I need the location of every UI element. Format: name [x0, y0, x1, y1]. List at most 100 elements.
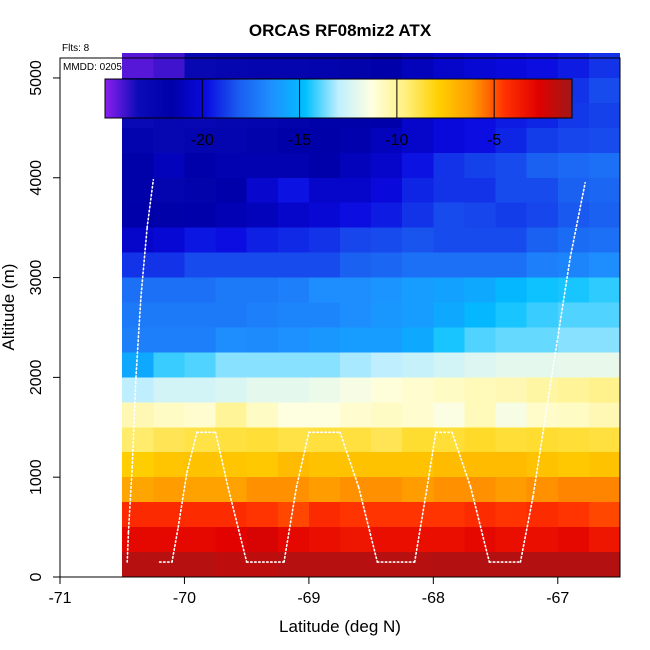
- heatmap-cell: [153, 477, 185, 503]
- heatmap-cell: [308, 552, 340, 577]
- heatmap-cell: [246, 177, 278, 203]
- heatmap-cell: [588, 427, 620, 453]
- chart-title: ORCAS RF08miz2 ATX: [249, 21, 432, 40]
- flight-track-segment: [295, 431, 310, 488]
- heatmap-cell: [277, 402, 309, 428]
- heatmap-cell: [308, 502, 340, 528]
- flight-track-segment: [186, 431, 198, 474]
- heatmap-cell: [371, 227, 403, 253]
- heatmap-cell: [371, 377, 403, 403]
- heatmap-cell: [402, 527, 434, 553]
- heatmap-cell: [402, 252, 434, 278]
- x-tick-label: -69: [297, 590, 320, 607]
- heatmap-cell: [246, 302, 278, 328]
- heatmap-cell: [246, 527, 278, 553]
- heatmap-cell: [215, 552, 247, 577]
- heatmap-cell: [526, 227, 558, 253]
- heatmap-cell: [557, 427, 589, 453]
- heatmap-cell: [464, 277, 496, 303]
- colorbar-tick-label: -20: [191, 132, 214, 149]
- heatmap-cell: [402, 402, 434, 428]
- flight-track: [126, 178, 586, 563]
- heatmap-cell: [122, 252, 154, 278]
- heatmap-cell: [588, 452, 620, 478]
- heatmap-cell: [433, 502, 465, 528]
- heatmap-cell: [308, 277, 340, 303]
- heatmap-cell: [153, 227, 185, 253]
- flight-track-segment: [135, 296, 142, 379]
- heatmap-cell: [371, 277, 403, 303]
- heatmap-cell: [464, 227, 496, 253]
- heatmap-cell: [433, 327, 465, 353]
- heatmap-cell: [588, 202, 620, 228]
- heatmap-cell: [153, 427, 185, 453]
- heatmap-cell: [526, 552, 558, 577]
- heatmap-cell: [215, 202, 247, 228]
- heatmap-cell: [588, 302, 620, 328]
- heatmap-cell: [433, 127, 465, 153]
- heatmap-cell: [402, 302, 434, 328]
- heatmap-cell: [277, 527, 309, 553]
- heatmap-cell: [277, 53, 309, 78]
- heatmap-cell: [371, 477, 403, 503]
- heatmap-cell: [402, 427, 434, 453]
- flight-track-segment: [519, 496, 534, 563]
- heatmap-cell: [308, 527, 340, 553]
- heatmap-cell: [464, 352, 496, 378]
- heatmap-cell: [308, 402, 340, 428]
- heatmap-cell: [402, 177, 434, 203]
- heatmap-cell: [340, 177, 372, 203]
- heatmap-cell: [588, 402, 620, 428]
- heatmap-cell: [495, 427, 527, 453]
- heatmap-cell: [308, 202, 340, 228]
- flight-track-segment: [469, 486, 491, 563]
- heatmap-cell: [402, 202, 434, 228]
- heatmap-cell: [340, 427, 372, 453]
- heatmap-cell: [495, 527, 527, 553]
- heatmap-cell: [277, 277, 309, 303]
- heatmap-cell: [495, 377, 527, 403]
- heatmap-cell: [184, 527, 216, 553]
- heatmap-cell: [526, 477, 558, 503]
- heatmap-cell: [122, 502, 154, 528]
- flight-track-segment: [426, 431, 437, 488]
- heatmap-cell: [433, 302, 465, 328]
- heatmap-cell: [277, 477, 309, 503]
- heatmap-cell: [246, 227, 278, 253]
- heatmap-cell: [588, 102, 620, 128]
- heatmap-cell: [184, 427, 216, 453]
- heatmap-cell: [402, 377, 434, 403]
- flight-track-segment: [131, 376, 137, 469]
- heatmap-cell: [433, 252, 465, 278]
- heatmap-cell: [277, 227, 309, 253]
- flight-track-segment: [451, 431, 472, 488]
- heatmap-cell: [308, 152, 340, 178]
- flight-track-segment: [357, 486, 379, 563]
- heatmap-cell: [184, 377, 216, 403]
- heatmap-cell: [402, 477, 434, 503]
- heatmap-cell: [340, 327, 372, 353]
- heatmap-cell: [371, 252, 403, 278]
- heatmap-cell: [495, 452, 527, 478]
- heatmap-cell: [215, 477, 247, 503]
- heatmap-cell: [402, 152, 434, 178]
- flight-track-segment: [556, 256, 572, 339]
- heatmap-cell: [495, 327, 527, 353]
- flight-track-segment: [283, 486, 298, 563]
- x-axis-label: Latitude (deg N): [279, 617, 401, 636]
- heatmap-cell: [246, 202, 278, 228]
- y-tick-label: 4000: [28, 160, 45, 196]
- heatmap-cell: [402, 227, 434, 253]
- colorbar-tick-label: -15: [288, 132, 311, 149]
- heatmap-cell: [246, 152, 278, 178]
- heatmap-cell: [433, 277, 465, 303]
- heatmap-cell: [371, 152, 403, 178]
- heatmap-cell: [526, 327, 558, 353]
- heatmap-cell: [526, 377, 558, 403]
- heatmap-cell: [588, 53, 620, 78]
- y-tick-label: 2000: [28, 359, 45, 395]
- heatmap-cell: [122, 477, 154, 503]
- heatmap-cell: [526, 302, 558, 328]
- heatmap-cell: [464, 477, 496, 503]
- heatmap-cell: [526, 202, 558, 228]
